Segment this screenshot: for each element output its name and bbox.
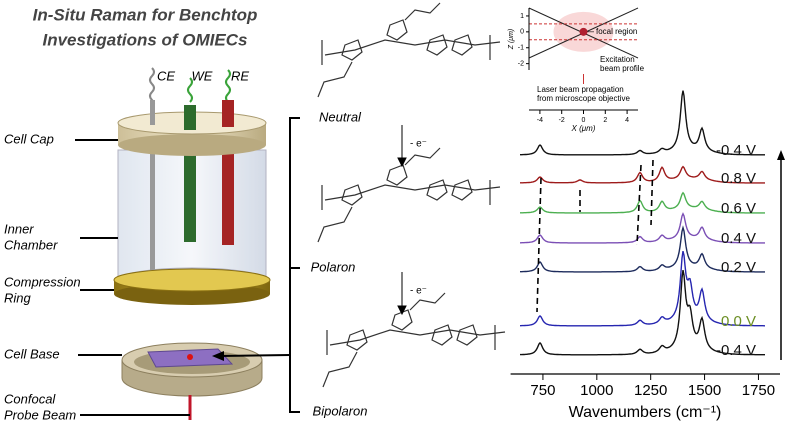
cell-label: Confocal xyxy=(4,391,56,406)
laser-label: Laser beam propagation xyxy=(537,85,624,94)
dashed-guides xyxy=(536,159,654,313)
x-tick-label: 1500 xyxy=(688,382,721,399)
beam-label: beam profile xyxy=(600,64,645,73)
cell-label: Inner xyxy=(4,221,34,236)
cell-label: Ring xyxy=(4,290,32,305)
step-label: - e⁻ xyxy=(410,139,427,150)
step-arrows xyxy=(397,125,407,316)
title: In-Situ Raman for Benchtop xyxy=(33,5,258,24)
electrode-label: RE xyxy=(231,68,249,83)
inset-x-label: X (μm) xyxy=(571,124,596,133)
step-label: - e⁻ xyxy=(410,286,427,297)
spectrum-label: 0.6 V xyxy=(721,200,756,217)
cell-label: Cell Base xyxy=(4,346,60,361)
focal-spot xyxy=(579,27,588,36)
spectrum xyxy=(520,225,765,273)
spectrum xyxy=(520,269,765,356)
inset-y-label: Z (μm) xyxy=(508,29,515,51)
y-tick-label: -2 xyxy=(518,60,524,67)
x-tick-label: 1250 xyxy=(634,382,667,399)
title: Investigations of OMIECs xyxy=(43,30,248,49)
leader-lines xyxy=(75,117,300,416)
spectrum-label: 0.2 V xyxy=(721,259,756,276)
cell-label: Compression xyxy=(4,274,81,289)
y-tick-label: 0 xyxy=(520,29,524,36)
x-tick-label: -2 xyxy=(559,117,565,124)
spectrum-label: -0.4 V xyxy=(716,342,756,359)
cell-label: Cell Cap xyxy=(4,131,54,146)
x-tick-label: 4 xyxy=(625,117,629,124)
x-tick-label: 750 xyxy=(530,382,555,399)
scan-arrow-head xyxy=(777,150,785,160)
focal-label: focal region xyxy=(596,27,637,36)
electrode-label: CE xyxy=(157,68,175,83)
spectrum xyxy=(520,250,765,327)
state-label: Polaron xyxy=(311,259,356,274)
spectrum-label: 0.0 V xyxy=(721,313,756,330)
spectrum xyxy=(520,191,765,214)
x-tick-label: 0 xyxy=(582,117,586,124)
x-axis-label: Wavenumbers (cm⁻¹) xyxy=(569,404,722,421)
spectrum xyxy=(520,212,765,244)
state-label: Neutral xyxy=(319,109,362,124)
spectrum xyxy=(520,90,765,156)
spectrum-label: -0.4 V xyxy=(716,142,756,159)
cell-label: Chamber xyxy=(4,237,58,252)
y-tick-label: 1 xyxy=(520,13,524,20)
cell-illustration xyxy=(113,67,291,420)
beam-label: Excitation xyxy=(600,55,635,64)
spectrum xyxy=(520,165,765,184)
cell-label: Probe Beam xyxy=(4,407,76,422)
x-tick-label: 1750 xyxy=(742,382,775,399)
electrode-label: WE xyxy=(192,68,213,83)
x-tick-label: 2 xyxy=(603,117,607,124)
state-label: Bipolaron xyxy=(313,403,368,418)
structures xyxy=(317,2,506,388)
laser-label: from microscope objective xyxy=(537,94,630,103)
spectrum-label: 0.8 V xyxy=(721,170,756,187)
spectrum-label: 0.4 V xyxy=(721,230,756,247)
x-tick-label: 1000 xyxy=(580,382,613,399)
y-tick-label: -1 xyxy=(518,45,524,52)
x-tick-label: -4 xyxy=(537,117,543,124)
